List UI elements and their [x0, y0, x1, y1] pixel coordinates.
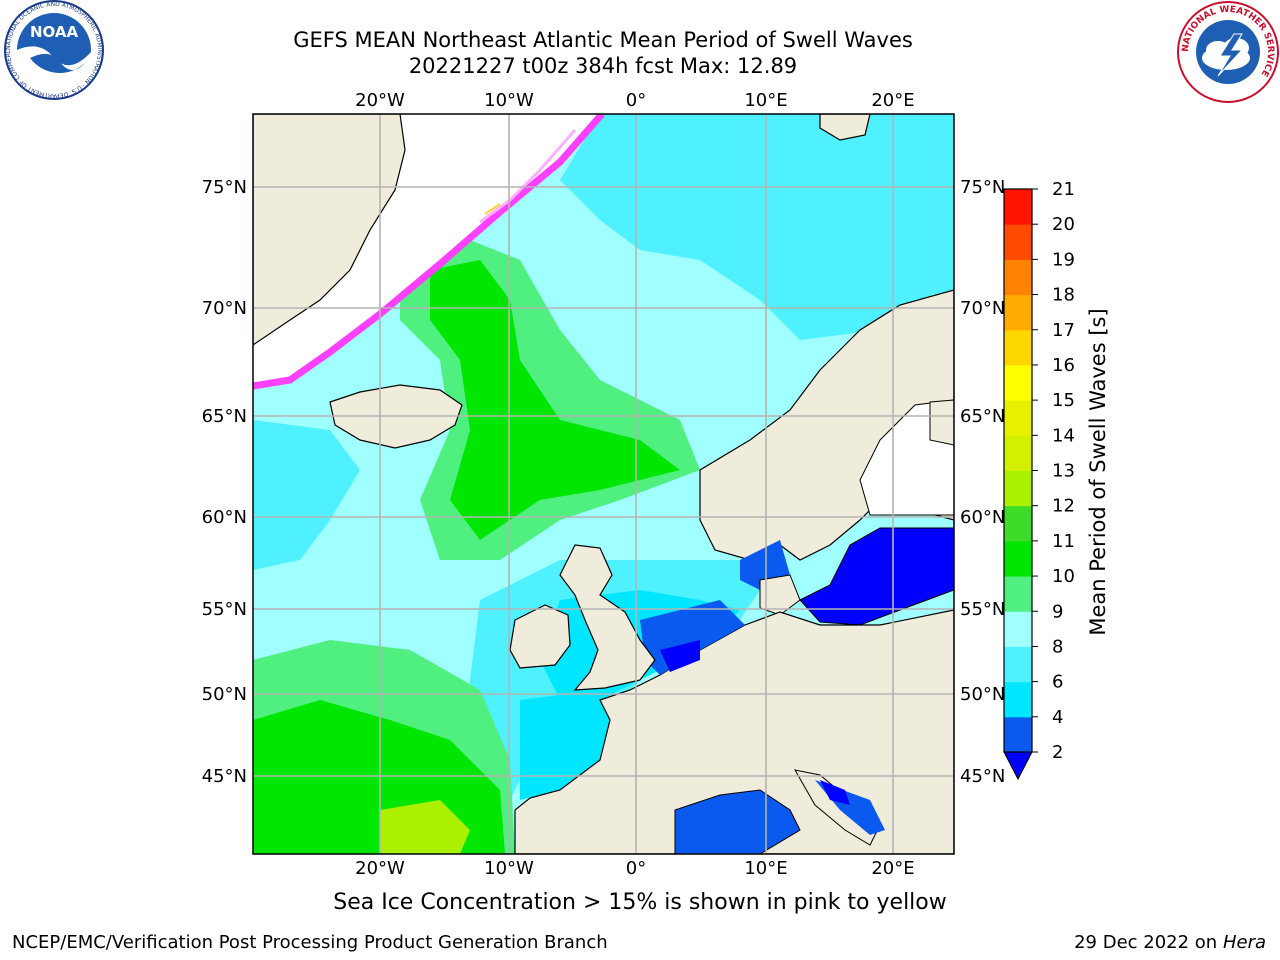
- map-area: [253, 114, 954, 854]
- footer-right: 29 Dec 2022 on Hera: [1074, 932, 1266, 953]
- lat-label-right: 45°N: [960, 766, 1005, 787]
- lon-label-bottom: 20°W: [355, 858, 405, 879]
- colorbar-segment: [1004, 505, 1032, 542]
- chart-title: GEFS MEAN Northeast Atlantic Mean Period…: [293, 28, 913, 52]
- lat-label-left: 60°N: [202, 507, 247, 528]
- caption: Sea Ice Concentration > 15% is shown in …: [0, 890, 1280, 915]
- sea-ice-edge: [479, 129, 577, 224]
- colorbar-tick-label: 12: [1052, 496, 1075, 517]
- colorbar-tick-label: 15: [1052, 390, 1075, 411]
- lat-label-right: 65°N: [960, 406, 1005, 427]
- colorbar-segment: [1004, 681, 1032, 718]
- colorbar-segment: [1004, 611, 1032, 647]
- sea-ice-edge: [484, 203, 501, 215]
- colorbar-segment: [1004, 189, 1032, 225]
- swell-10-11-region: [430, 260, 680, 540]
- colorbar-segment: [1004, 646, 1032, 683]
- land-denmark: [759, 574, 801, 616]
- noaa-logo-text: NOAA: [30, 23, 79, 41]
- colorbar-tick-label: 19: [1052, 249, 1075, 270]
- lat-label-left: 55°N: [202, 599, 247, 620]
- colorbar-tick-label: 17: [1052, 320, 1075, 341]
- lat-label-right: 75°N: [960, 177, 1005, 198]
- lat-label-right: 55°N: [960, 599, 1005, 620]
- lat-label-right: 60°N: [960, 507, 1005, 528]
- colorbar-segment: [1004, 224, 1032, 260]
- lon-label-bottom: 0°: [626, 858, 646, 879]
- lon-label-bottom: 10°E: [744, 858, 787, 879]
- footer-date: 29 Dec 2022 on: [1074, 932, 1218, 953]
- colorbar-segment: [1004, 329, 1032, 366]
- swell-6-8-region: [253, 420, 360, 570]
- north-sea-shallow: [660, 640, 700, 672]
- nws-logo: NATIONAL WEATHER SERVICE: [1177, 1, 1279, 103]
- chart-subtitle: 20221227 t00z 384h fcst Max: 12.89: [408, 54, 798, 78]
- colorbar-segment: [1004, 259, 1032, 296]
- lat-label-right: 50°N: [960, 684, 1005, 705]
- lon-label-top: 0°: [626, 90, 646, 111]
- colorbar-label: Mean Period of Swell Waves [s]: [1086, 308, 1110, 635]
- colorbar-tick-label: 21: [1052, 179, 1075, 200]
- colorbar-tick-label: 2: [1052, 742, 1063, 763]
- colorbar-tick-label: 13: [1052, 461, 1075, 482]
- colorbar-segment: [1004, 716, 1032, 753]
- colorbar: 2 4 6 8 9 10 11 12 13 14 15 16 17 18 19 20 21: [1003, 179, 1075, 781]
- colorbar-segment: [1004, 540, 1032, 577]
- colorbar-tick-label: 6: [1052, 672, 1063, 693]
- footer-left: NCEP/EMC/Verification Post Processing Pr…: [12, 932, 608, 953]
- colorbar-segment: [1004, 364, 1032, 401]
- colorbar-tick-label: 14: [1052, 425, 1075, 446]
- lat-label-left: 70°N: [202, 298, 247, 319]
- noaa-logo: NATIONAL OCEANIC AND ATMOSPHERIC ADMINIS…: [0, 0, 104, 100]
- colorbar-tick-label: 4: [1052, 707, 1063, 728]
- colorbar-tick-label: 18: [1052, 285, 1075, 306]
- lat-label-right: 70°N: [960, 298, 1005, 319]
- colorbar-segment: [1004, 294, 1032, 331]
- land-great-britain: [559, 544, 656, 691]
- lon-label-top: 10°W: [484, 90, 534, 111]
- swell-6-8-region: [560, 114, 954, 340]
- footer-host: Hera: [1222, 932, 1266, 953]
- lon-label-top: 20°E: [871, 90, 914, 111]
- adriatic-sea-dark: [820, 780, 850, 805]
- lat-label-left: 45°N: [202, 766, 247, 787]
- land-greenland: [253, 114, 406, 346]
- land-italy: [794, 769, 881, 846]
- colorbar-tick-label: 16: [1052, 355, 1075, 376]
- lat-label-left: 65°N: [202, 406, 247, 427]
- colorbar-segment: [1004, 435, 1032, 471]
- swell-12-region: [380, 800, 470, 854]
- lon-label-bottom: 10°W: [484, 858, 534, 879]
- colorbar-tick-label: 10: [1052, 566, 1075, 587]
- colorbar-tick-label: 20: [1052, 214, 1075, 235]
- gridlines: [253, 114, 954, 854]
- colorbar-segment: [1004, 576, 1032, 612]
- colorbar-segment: [1004, 470, 1032, 507]
- caption-text: Sea Ice Concentration > 15% is shown in …: [333, 890, 947, 915]
- lat-label-left: 50°N: [202, 684, 247, 705]
- colorbar-tick-label: 11: [1052, 531, 1075, 552]
- colorbar-tick-label: 8: [1052, 636, 1063, 657]
- land-finland: [929, 399, 954, 446]
- lon-label-top: 10°E: [744, 90, 787, 111]
- land-ireland: [509, 604, 571, 669]
- colorbar-segment: [1004, 400, 1032, 436]
- lat-label-left: 75°N: [202, 177, 247, 198]
- baltic-sea: [799, 527, 954, 626]
- colorbar-tick-label: 9: [1052, 601, 1063, 622]
- lon-label-top: 20°W: [355, 90, 405, 111]
- map-frame: [252, 113, 955, 855]
- sea-ice-edge: [253, 114, 605, 390]
- colorbar-under-arrow: [1003, 751, 1033, 781]
- mediterranean-sea: [674, 789, 801, 854]
- lon-label-bottom: 20°E: [871, 858, 914, 879]
- land-svalbard: [819, 114, 871, 141]
